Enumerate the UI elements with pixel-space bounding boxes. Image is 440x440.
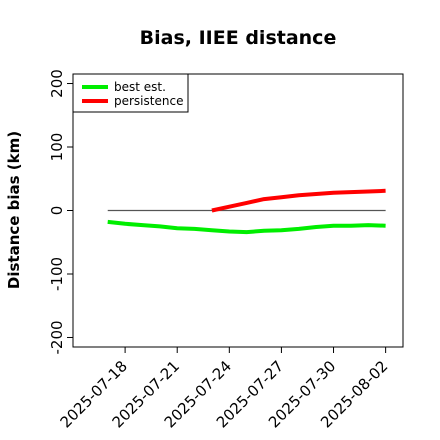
legend-box: [72, 73, 189, 113]
y-tick-label: 100: [48, 133, 66, 162]
y-axis-label: Distance bias (km): [5, 131, 23, 289]
chart-title: Bias, IIEE distance: [140, 27, 337, 49]
y-tick-label: 200: [48, 69, 66, 98]
y-tick-label: -100: [48, 257, 66, 291]
legend-label: best est.: [114, 80, 166, 94]
axes: -200-10001002002025-07-182025-07-212025-…: [48, 69, 391, 431]
legend: best est.persistence: [72, 73, 189, 113]
y-tick-label: 0: [48, 206, 66, 216]
series-line-best-est: [107, 219, 386, 235]
series-lines: [107, 188, 386, 235]
plot-frame: [72, 73, 404, 348]
legend-label: persistence: [114, 94, 183, 108]
series-line-persistence: [211, 188, 386, 213]
y-tick-label: -200: [48, 320, 66, 354]
